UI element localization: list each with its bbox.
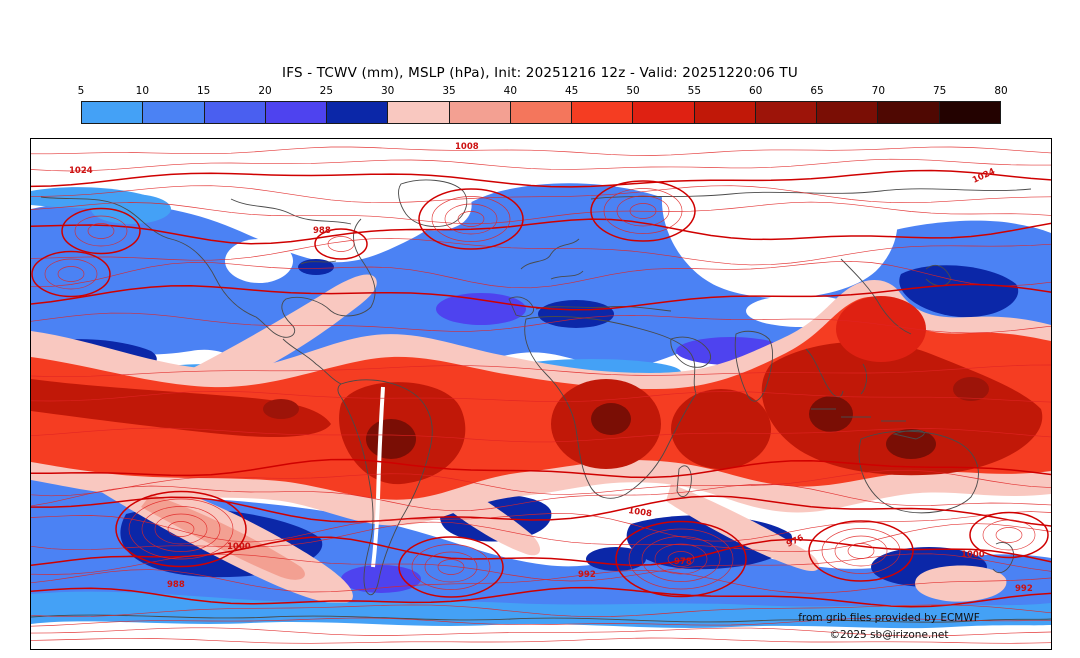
isobar-low-ring bbox=[616, 195, 670, 227]
tcwv-shaded-field-layer bbox=[31, 159, 1051, 649]
colorbar-segment bbox=[509, 102, 572, 123]
isobar-low-ring bbox=[969, 511, 1049, 559]
colorbar-tick-label: 75 bbox=[932, 85, 947, 97]
greenland-coastline bbox=[398, 179, 468, 227]
isobar-label: 1024 bbox=[971, 167, 997, 186]
colorbar-tick-label: 65 bbox=[810, 85, 824, 97]
coastlines-layer bbox=[31, 179, 1051, 623]
isobar-low-ring bbox=[431, 196, 511, 242]
isobar-label: 988 bbox=[313, 226, 331, 236]
map-canvas: 1024 1008 1024 988 1000 988 1008 978 992… bbox=[31, 142, 1051, 649]
asia-oceania-coastline bbox=[590, 188, 1032, 573]
colorbar-tick-label: 45 bbox=[564, 85, 579, 97]
isobar-low-ring bbox=[44, 258, 98, 290]
isobar-low-ring bbox=[641, 536, 721, 582]
colorbar-segment bbox=[142, 102, 204, 123]
isobar-label: 1000 bbox=[961, 550, 985, 560]
colorbar-tick-label: 5 bbox=[77, 85, 85, 97]
isobar-low-ring bbox=[629, 203, 657, 219]
isobar-low-ring bbox=[847, 543, 875, 559]
colorbar-segment bbox=[203, 102, 265, 123]
colorbar-tick-label: 60 bbox=[748, 85, 763, 97]
colorbar-segment bbox=[571, 102, 633, 123]
isobar-low-ring bbox=[57, 266, 85, 282]
colorbar-segment bbox=[387, 102, 449, 123]
colorbar-segment bbox=[448, 102, 510, 123]
isobar-low-ring bbox=[457, 211, 485, 227]
isobar-low-ring bbox=[444, 203, 498, 235]
colorbar-segment bbox=[264, 102, 327, 123]
isobar-low-ring bbox=[314, 228, 368, 260]
colorbar-tick-label: 55 bbox=[687, 85, 702, 97]
isobar-low-ring bbox=[615, 520, 747, 598]
isobar-low-ring bbox=[115, 490, 247, 568]
colorbar-tick-label: 10 bbox=[135, 85, 150, 97]
colorbar-segment bbox=[326, 102, 388, 123]
world-weather-map: 1024 1008 1024 988 1000 988 1008 978 992… bbox=[30, 138, 1052, 650]
isobar-low-ring bbox=[154, 513, 208, 545]
colorbar-tick-label: 80 bbox=[994, 85, 1008, 97]
antarctica-coastline bbox=[31, 614, 1051, 623]
credit-layer: from grib files provided by ECMWF ©2025 … bbox=[798, 612, 980, 641]
colorbar-scale bbox=[81, 101, 1001, 124]
colorbar-tick-label: 50 bbox=[626, 85, 640, 97]
isobar-label: 992 bbox=[1015, 584, 1033, 594]
credit-copyright-text: ©2025 sb@irizone.net bbox=[830, 629, 949, 641]
isobar-low-ring bbox=[167, 521, 195, 537]
colorbar-tick-labels: 5 10 15 20 25 30 35 40 45 50 55 60 65 70 75 80 bbox=[77, 85, 1008, 98]
credit-source-text: from grib files provided by ECMWF bbox=[798, 612, 980, 624]
isobar-low-ring bbox=[995, 527, 1023, 543]
isobar-low-ring bbox=[128, 498, 234, 560]
colorbar-segment bbox=[82, 102, 143, 123]
isobar-label: 1000 bbox=[227, 542, 251, 552]
isobar-label: 978 bbox=[674, 557, 692, 567]
isobar-low-ring bbox=[808, 520, 914, 582]
isobar-label: 1008 bbox=[455, 142, 479, 152]
colorbar-segment bbox=[938, 102, 1000, 123]
isobar-label: 1024 bbox=[69, 166, 93, 176]
colorbar-segment bbox=[693, 102, 755, 123]
isobar-low-ring bbox=[74, 215, 128, 247]
isobar-low-ring bbox=[418, 188, 524, 250]
isobar-low-ring bbox=[834, 535, 888, 567]
isobar-low-ring bbox=[628, 528, 734, 590]
isobar-low-ring bbox=[424, 551, 478, 583]
isobar-low-ring bbox=[31, 250, 111, 298]
isobar-low-ring bbox=[654, 543, 708, 575]
colorbar-tick-label: 20 bbox=[258, 85, 272, 97]
isobar-low-ring bbox=[821, 528, 901, 574]
mslp-isobars-layer bbox=[31, 146, 1051, 644]
colorbar-tick-label: 25 bbox=[319, 85, 334, 97]
isobar-low-ring bbox=[87, 223, 115, 239]
isobar-low-ring bbox=[141, 506, 221, 552]
isobar-low-ring bbox=[398, 536, 504, 598]
colorbar-tick-label: 35 bbox=[442, 85, 456, 97]
colorbar-tick-label: 15 bbox=[196, 85, 211, 97]
isobar-low-ring bbox=[61, 207, 141, 255]
isobar-low-ring bbox=[982, 519, 1036, 551]
isobar-label: 992 bbox=[578, 570, 596, 580]
colorbar-tick-label: 30 bbox=[380, 85, 395, 97]
isobar-low-ring bbox=[437, 559, 465, 575]
isobar-label: 1008 bbox=[628, 506, 653, 519]
isobar-low-ring bbox=[667, 551, 695, 567]
colorbar-segment bbox=[877, 102, 939, 123]
colorbar-tick-label: 40 bbox=[503, 85, 518, 97]
isobar-low-ring bbox=[590, 180, 696, 242]
isobar-low-ring bbox=[603, 188, 683, 234]
colorbar-segment bbox=[816, 102, 878, 123]
isobar-low-ring bbox=[327, 236, 355, 252]
colorbar-segment bbox=[632, 102, 694, 123]
chart-title: IFS - TCWV (mm), MSLP (hPa), Init: 20251… bbox=[282, 65, 798, 81]
isobar-low-ring bbox=[411, 544, 491, 590]
americas-coastline bbox=[40, 196, 433, 596]
colorbar-segment bbox=[754, 102, 817, 123]
colorbar: 5 10 15 20 25 30 35 40 45 50 55 60 65 70 75 80 bbox=[77, 85, 1008, 125]
isobar-label: 988 bbox=[167, 580, 185, 590]
colorbar-tick-label: 70 bbox=[871, 85, 886, 97]
